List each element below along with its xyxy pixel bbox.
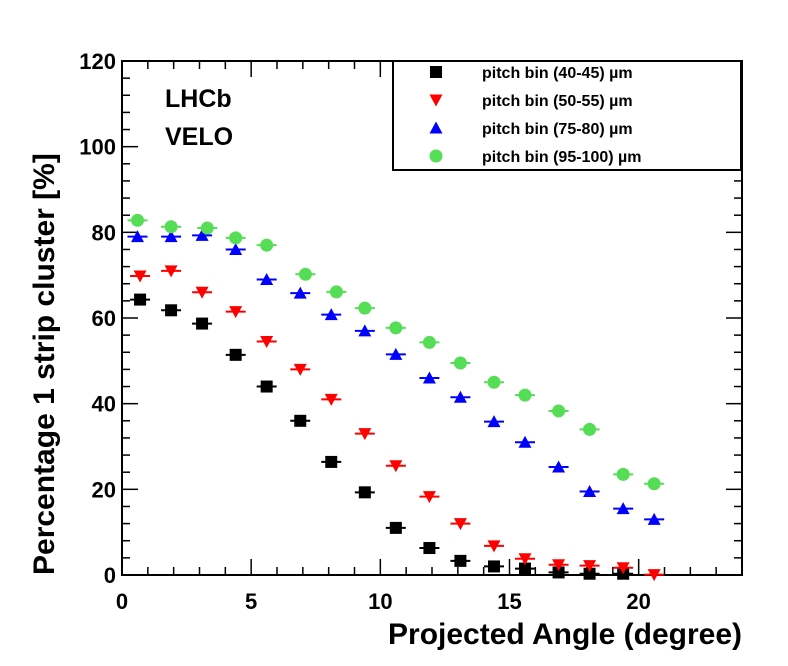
y-tick-label: 100 xyxy=(79,135,116,160)
data-point xyxy=(389,321,403,335)
y-tick-label: 120 xyxy=(79,49,116,74)
y-tick-label: 80 xyxy=(92,220,116,245)
data-point xyxy=(134,293,147,306)
data-point xyxy=(422,335,436,349)
data-point xyxy=(164,230,178,243)
data-point xyxy=(260,238,274,252)
annotation-velo: VELO xyxy=(165,123,233,151)
data-point xyxy=(616,467,630,481)
y-tick-label: 40 xyxy=(92,392,116,417)
data-point xyxy=(165,304,178,317)
data-point xyxy=(453,390,467,403)
legend-label-95-100: pitch bin (95-100) µm xyxy=(482,149,641,166)
legend-marker xyxy=(429,149,443,163)
data-point xyxy=(329,285,343,299)
data-point xyxy=(294,414,307,427)
x-tick-label: 10 xyxy=(368,589,392,614)
data-point xyxy=(195,228,209,241)
data-point xyxy=(583,567,596,580)
data-point xyxy=(229,348,242,361)
x-tick-label: 15 xyxy=(497,589,521,614)
data-point xyxy=(229,231,243,245)
data-point xyxy=(325,455,338,468)
y-tick-label: 0 xyxy=(104,563,116,588)
data-point xyxy=(583,560,597,573)
data-point xyxy=(200,221,214,235)
y-axis-title: Percentage 1 strip cluster [%] xyxy=(28,153,61,575)
data-point xyxy=(358,301,372,315)
data-point xyxy=(324,308,338,321)
legend-label-40-45: pitch bin (40-45) µm xyxy=(482,65,633,82)
data-point xyxy=(164,265,178,278)
legend-marker xyxy=(429,94,443,107)
data-point xyxy=(229,242,243,255)
data-point xyxy=(358,428,372,441)
data-point xyxy=(324,393,338,406)
y-tick-label: 20 xyxy=(92,477,116,502)
data-point xyxy=(647,569,661,582)
data-point xyxy=(518,435,532,448)
data-point xyxy=(487,375,501,389)
data-point xyxy=(195,286,209,299)
data-point xyxy=(358,486,371,499)
data-point xyxy=(131,230,144,243)
data-point xyxy=(423,542,436,555)
legend-label-75-80: pitch bin (75-80) µm xyxy=(482,121,633,138)
data-point xyxy=(518,388,532,402)
data-point xyxy=(260,380,273,393)
data-point xyxy=(552,460,566,473)
data-point xyxy=(453,356,467,370)
data-point xyxy=(583,422,597,436)
data-point xyxy=(453,518,467,531)
data-point xyxy=(196,317,209,330)
x-tick-label: 5 xyxy=(245,589,257,614)
data-point xyxy=(389,521,402,534)
data-points xyxy=(127,213,665,582)
data-point xyxy=(131,213,144,227)
data-point xyxy=(518,553,532,566)
data-point xyxy=(293,363,307,376)
data-point xyxy=(298,267,312,281)
data-point xyxy=(389,460,403,473)
data-point xyxy=(487,540,501,553)
x-axis-title: Projected Angle (degree) xyxy=(388,618,742,651)
data-point xyxy=(422,371,436,384)
y-tick-label: 60 xyxy=(92,306,116,331)
data-point xyxy=(260,336,274,349)
data-point xyxy=(293,286,307,299)
legend-label-50-55: pitch bin (50-55) µm xyxy=(482,93,633,110)
data-point xyxy=(616,502,630,515)
data-point xyxy=(358,324,372,337)
annotation-lhcb: LHCb xyxy=(165,85,232,113)
data-point xyxy=(552,404,566,418)
data-point xyxy=(454,554,467,567)
data-point xyxy=(519,562,531,575)
data-point xyxy=(616,562,630,575)
data-point xyxy=(487,415,501,428)
tick-labels: 0 5 10 15 20 0 20 40 60 80 100 120 xyxy=(79,49,651,614)
data-point xyxy=(552,559,566,572)
data-point xyxy=(133,270,147,283)
data-point xyxy=(552,566,565,579)
legend-box xyxy=(392,60,742,171)
data-point xyxy=(488,560,500,573)
data-point xyxy=(389,347,403,360)
legend-marker xyxy=(430,66,442,78)
legend: pitch bin (40-45) µm pitch bin (50-55) µ… xyxy=(392,60,742,171)
x-tick-label: 0 xyxy=(116,589,128,614)
data-point xyxy=(583,484,597,497)
data-point xyxy=(229,306,243,319)
data-point xyxy=(164,220,178,234)
data-point xyxy=(260,272,274,285)
legend-markers xyxy=(429,66,443,163)
x-tick-label: 20 xyxy=(626,589,650,614)
legend-marker xyxy=(429,121,443,134)
data-point xyxy=(422,491,436,504)
data-point xyxy=(647,477,661,491)
data-point xyxy=(647,512,661,525)
